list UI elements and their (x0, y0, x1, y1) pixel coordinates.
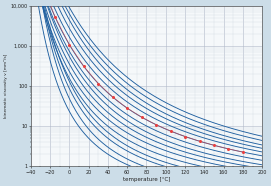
Y-axis label: kinematic viscosity v [mm²/s]: kinematic viscosity v [mm²/s] (4, 54, 8, 118)
X-axis label: temperature [°C]: temperature [°C] (123, 177, 170, 182)
